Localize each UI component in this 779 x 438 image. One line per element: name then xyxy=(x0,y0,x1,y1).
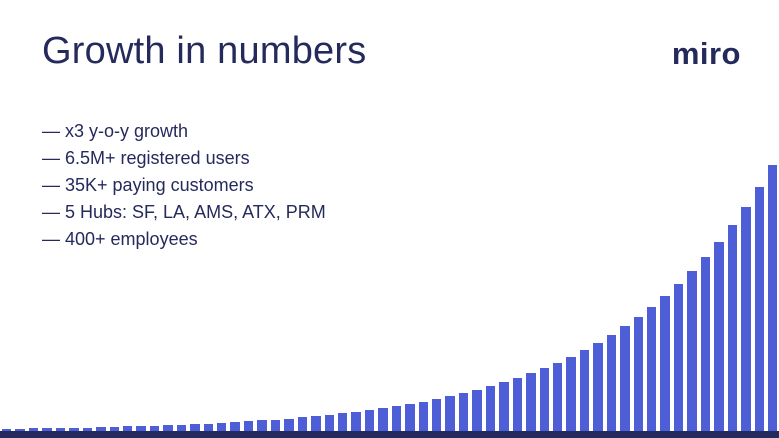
bar xyxy=(767,165,778,431)
bar xyxy=(660,296,670,431)
bar xyxy=(190,424,200,431)
bar xyxy=(526,373,536,431)
bar xyxy=(2,428,12,431)
bar xyxy=(96,427,106,431)
bar xyxy=(176,424,187,431)
bar xyxy=(324,414,334,431)
bar xyxy=(378,408,388,431)
bullet-item-employees: — 400+ employees xyxy=(42,229,198,249)
bar xyxy=(297,417,308,431)
bar xyxy=(499,382,509,431)
bar xyxy=(230,421,240,431)
bar xyxy=(243,421,254,431)
bar xyxy=(539,368,549,431)
bullet-item-paying-customers: — 35K+ paying customers xyxy=(42,175,254,195)
bar xyxy=(552,362,563,431)
bar xyxy=(445,396,455,431)
bar xyxy=(149,425,160,431)
bar xyxy=(579,350,590,431)
bar xyxy=(700,257,711,431)
bar xyxy=(203,423,213,431)
bar xyxy=(673,284,684,431)
bar xyxy=(432,399,442,431)
bar xyxy=(270,419,281,431)
bar xyxy=(364,410,375,431)
bar xyxy=(257,420,267,431)
bar xyxy=(647,307,657,431)
bar xyxy=(633,317,643,431)
bar xyxy=(687,271,697,431)
bar xyxy=(418,401,428,431)
bar xyxy=(163,425,173,431)
bar xyxy=(351,411,361,431)
growth-bar-chart xyxy=(2,165,778,431)
bar xyxy=(606,334,617,431)
bar xyxy=(714,242,724,431)
bar xyxy=(28,428,39,431)
bar xyxy=(42,428,52,431)
bar xyxy=(727,225,738,431)
bar xyxy=(458,393,469,431)
bar xyxy=(754,187,764,431)
bar xyxy=(311,416,321,431)
bar xyxy=(620,326,630,431)
bar xyxy=(136,425,146,431)
bar xyxy=(217,422,227,431)
bar xyxy=(55,428,66,431)
miro-logo: miro xyxy=(671,36,741,71)
bar xyxy=(69,427,79,431)
bar xyxy=(337,413,348,431)
bar xyxy=(741,207,751,431)
bullet-item-yoy-growth: — x3 y-o-y growth xyxy=(42,121,189,141)
bar xyxy=(391,406,402,431)
bar xyxy=(122,426,133,431)
bar xyxy=(109,426,119,431)
bar xyxy=(472,389,482,431)
bar xyxy=(405,404,415,431)
bar xyxy=(593,342,603,431)
chart-baseline xyxy=(0,431,779,438)
page-title: Growth in numbers xyxy=(42,30,367,72)
bullet-item-hubs: — 5 Hubs: SF, LA, AMS, ATX, PRM xyxy=(42,202,326,222)
bar xyxy=(284,418,294,431)
bar xyxy=(485,386,496,431)
bar xyxy=(82,427,93,431)
bar xyxy=(15,428,25,431)
bar xyxy=(512,378,523,431)
bullet-item-registered-users: — 6.5M+ registered users xyxy=(42,148,250,168)
bar xyxy=(566,356,576,431)
bullet-list: — x3 y-o-y growth — 6.5M+ registered use… xyxy=(42,118,326,253)
